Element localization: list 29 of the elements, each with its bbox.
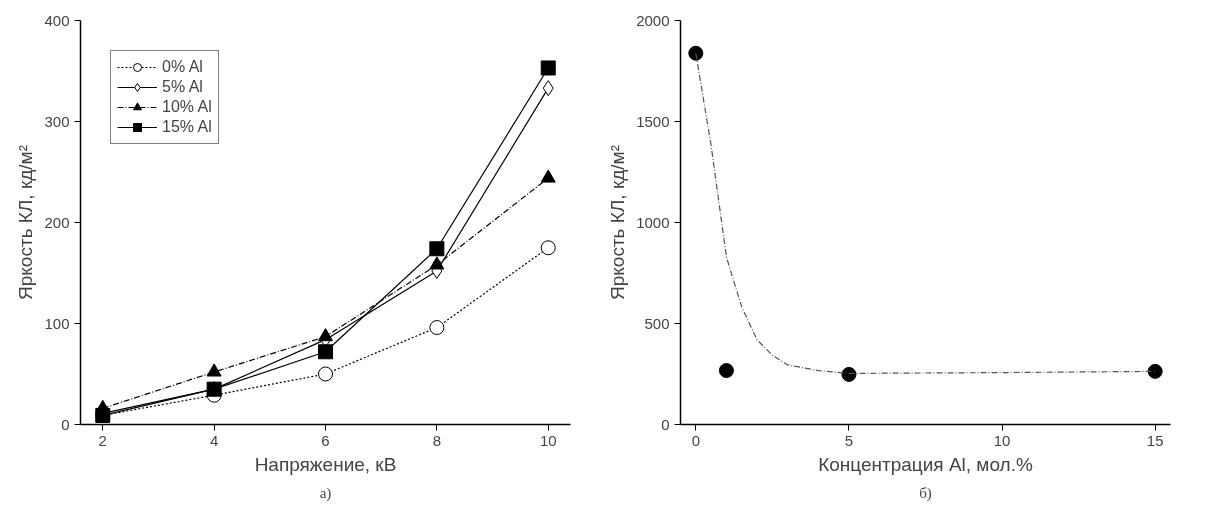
- x-tick-label: 8: [432, 431, 442, 449]
- y-tick-label: 1500: [636, 112, 670, 130]
- y-axis-title: Яркость КЛ, кд/м²: [15, 145, 37, 300]
- y-tick-label: 200: [44, 213, 70, 231]
- x-tick-label: 10: [993, 431, 1011, 449]
- x-tick-label: 0: [691, 431, 700, 449]
- legend-label: 5% Al: [162, 78, 203, 96]
- x-tick-label: 6: [321, 431, 330, 449]
- y-tick-label: 1000: [636, 213, 670, 231]
- x-tick-label: 10: [539, 431, 557, 449]
- x-axis-title: Напряжение, кВ: [254, 453, 397, 475]
- x-axis-title: Концентрация Al, мол.%: [818, 453, 1033, 475]
- y-tick-label: 0: [61, 415, 70, 433]
- legend-label: 0% Al: [162, 58, 203, 76]
- y-tick-label: 300: [44, 112, 70, 130]
- x-tick-label: 2: [98, 431, 107, 449]
- text: а): [319, 484, 332, 502]
- y-tick-label: 500: [644, 314, 670, 332]
- x-tick-label: 5: [844, 431, 854, 449]
- y-tick-label: 2000: [636, 11, 670, 29]
- x-tick-label: 4: [209, 431, 219, 449]
- y-tick-label: 400: [44, 11, 70, 29]
- y-tick-label: 100: [44, 314, 70, 332]
- text: б): [919, 484, 932, 502]
- legend-label: 15% Al: [162, 118, 212, 136]
- y-axis-title: Яркость КЛ, кд/м²: [607, 145, 629, 300]
- y-tick-label: 0: [661, 415, 670, 433]
- legend-label: 10% Al: [162, 98, 212, 116]
- x-tick-label: 15: [1146, 431, 1164, 449]
